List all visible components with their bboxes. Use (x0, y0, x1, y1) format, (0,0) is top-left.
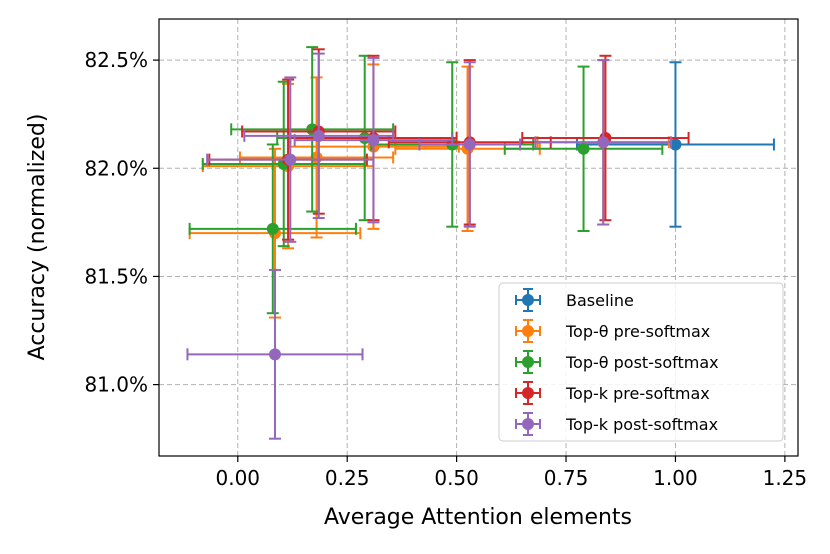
legend-marker-dot (522, 356, 534, 368)
data-point (268, 348, 281, 361)
y-tick-label: 82.5% (84, 48, 148, 72)
x-tick-label: 0.25 (325, 466, 370, 490)
legend-label: Baseline (566, 291, 634, 310)
x-tick-label: 0.75 (544, 466, 589, 490)
y-tick-label: 82.0% (84, 156, 148, 180)
legend: Baseline Top-θ pre-softmax Top-θ post-soft… (498, 282, 784, 442)
data-point (312, 129, 325, 142)
data-point (577, 142, 590, 155)
data-point (597, 136, 610, 149)
data-point (284, 153, 297, 166)
data-point (463, 138, 476, 151)
x-axis-title: Average Attention elements (324, 505, 632, 530)
legend-marker-dot (522, 387, 534, 399)
y-axis-title: Accuracy (normalized) (25, 114, 50, 361)
x-tick-label: 1.00 (653, 466, 698, 490)
legend-label: Top-k post-softmax (565, 415, 718, 434)
data-point (367, 134, 380, 147)
legend-label: Top-k pre-softmax (565, 384, 710, 403)
legend-box (498, 282, 784, 442)
x-tick-label: 1.25 (763, 466, 808, 490)
legend-label: Top-θ pre-softmax (565, 322, 710, 341)
plot-frame (158, 18, 799, 457)
series-layer (186, 46, 775, 440)
x-tick-label: 0.00 (216, 466, 261, 490)
y-tick-label: 81.5% (84, 264, 148, 288)
legend-marker-dot (522, 325, 534, 337)
grid (159, 19, 798, 456)
data-point (669, 138, 682, 151)
series-top-k-post-softmax (186, 52, 673, 440)
ticks: 0.00 0.25 0.50 0.75 1.00 1.25 81.0% 81.5% 82.0% 8… (84, 48, 807, 490)
x-tick-label: 0.50 (434, 466, 479, 490)
legend-marker-dot (522, 294, 534, 306)
data-point (266, 222, 279, 235)
legend-label: Top-θ post-softmax (565, 353, 719, 372)
y-tick-label: 81.0% (84, 373, 148, 397)
legend-marker-dot (522, 418, 534, 430)
